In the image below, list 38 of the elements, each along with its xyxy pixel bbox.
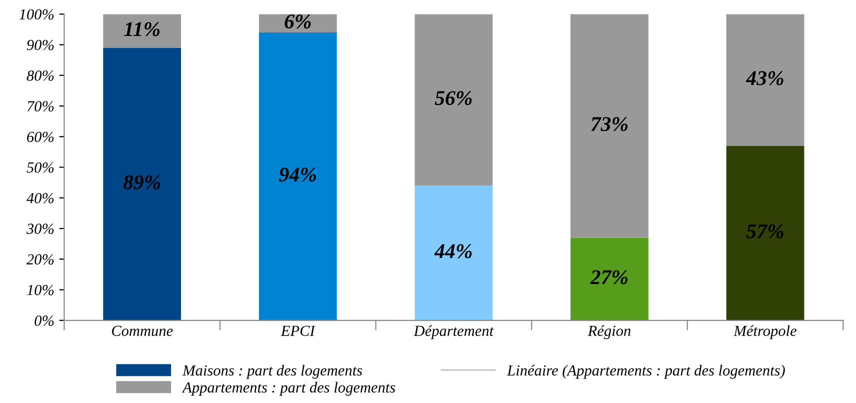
y-tick-label: 20%	[26, 254, 54, 265]
x-tick-label: Métropole	[734, 325, 796, 340]
legend-label: Maisons : part des logements	[182, 364, 362, 379]
y-tick-label: 30%	[26, 224, 54, 234]
x-tick-label: Commune	[112, 326, 173, 336]
y-tick-label: 50%	[26, 162, 54, 173]
bar	[103, 48, 182, 320]
data-label: 57%	[746, 224, 784, 238]
bar	[570, 238, 648, 320]
data-label: 6%	[284, 14, 311, 29]
data-label: 73%	[591, 117, 628, 132]
x-tick-label: Région	[588, 325, 630, 340]
y-tick-label: 90%	[26, 40, 54, 50]
legend-label: Linéaire (Appartements : part des logements)	[506, 364, 785, 379]
bar	[726, 14, 804, 146]
x-tick-label: EPCI	[280, 326, 316, 336]
data-label: 44%	[434, 244, 472, 258]
bar	[103, 14, 182, 48]
bar	[414, 186, 493, 320]
y-tick-label: 40%	[26, 193, 54, 204]
y-tick-label: 70%	[27, 101, 54, 112]
bar	[570, 14, 648, 238]
y-tick-label: 80%	[26, 70, 54, 81]
data-label: 56%	[434, 91, 472, 106]
x-tick-label: Département	[414, 325, 494, 340]
data-label: 11%	[124, 22, 160, 36]
data-label: 94%	[279, 168, 316, 182]
y-tick-label: 100%	[19, 9, 54, 20]
bar	[258, 32, 337, 320]
data-label: 43%	[746, 71, 784, 86]
bar	[414, 14, 493, 186]
data-label: 27%	[590, 270, 628, 284]
y-tick-label: 0%	[34, 316, 54, 326]
y-tick-label: 60%	[27, 132, 54, 142]
y-tick-label: 10%	[27, 284, 54, 296]
legend-label: Appartements : part des logements	[182, 382, 396, 396]
bar	[726, 146, 804, 320]
data-label: 89%	[123, 175, 160, 190]
